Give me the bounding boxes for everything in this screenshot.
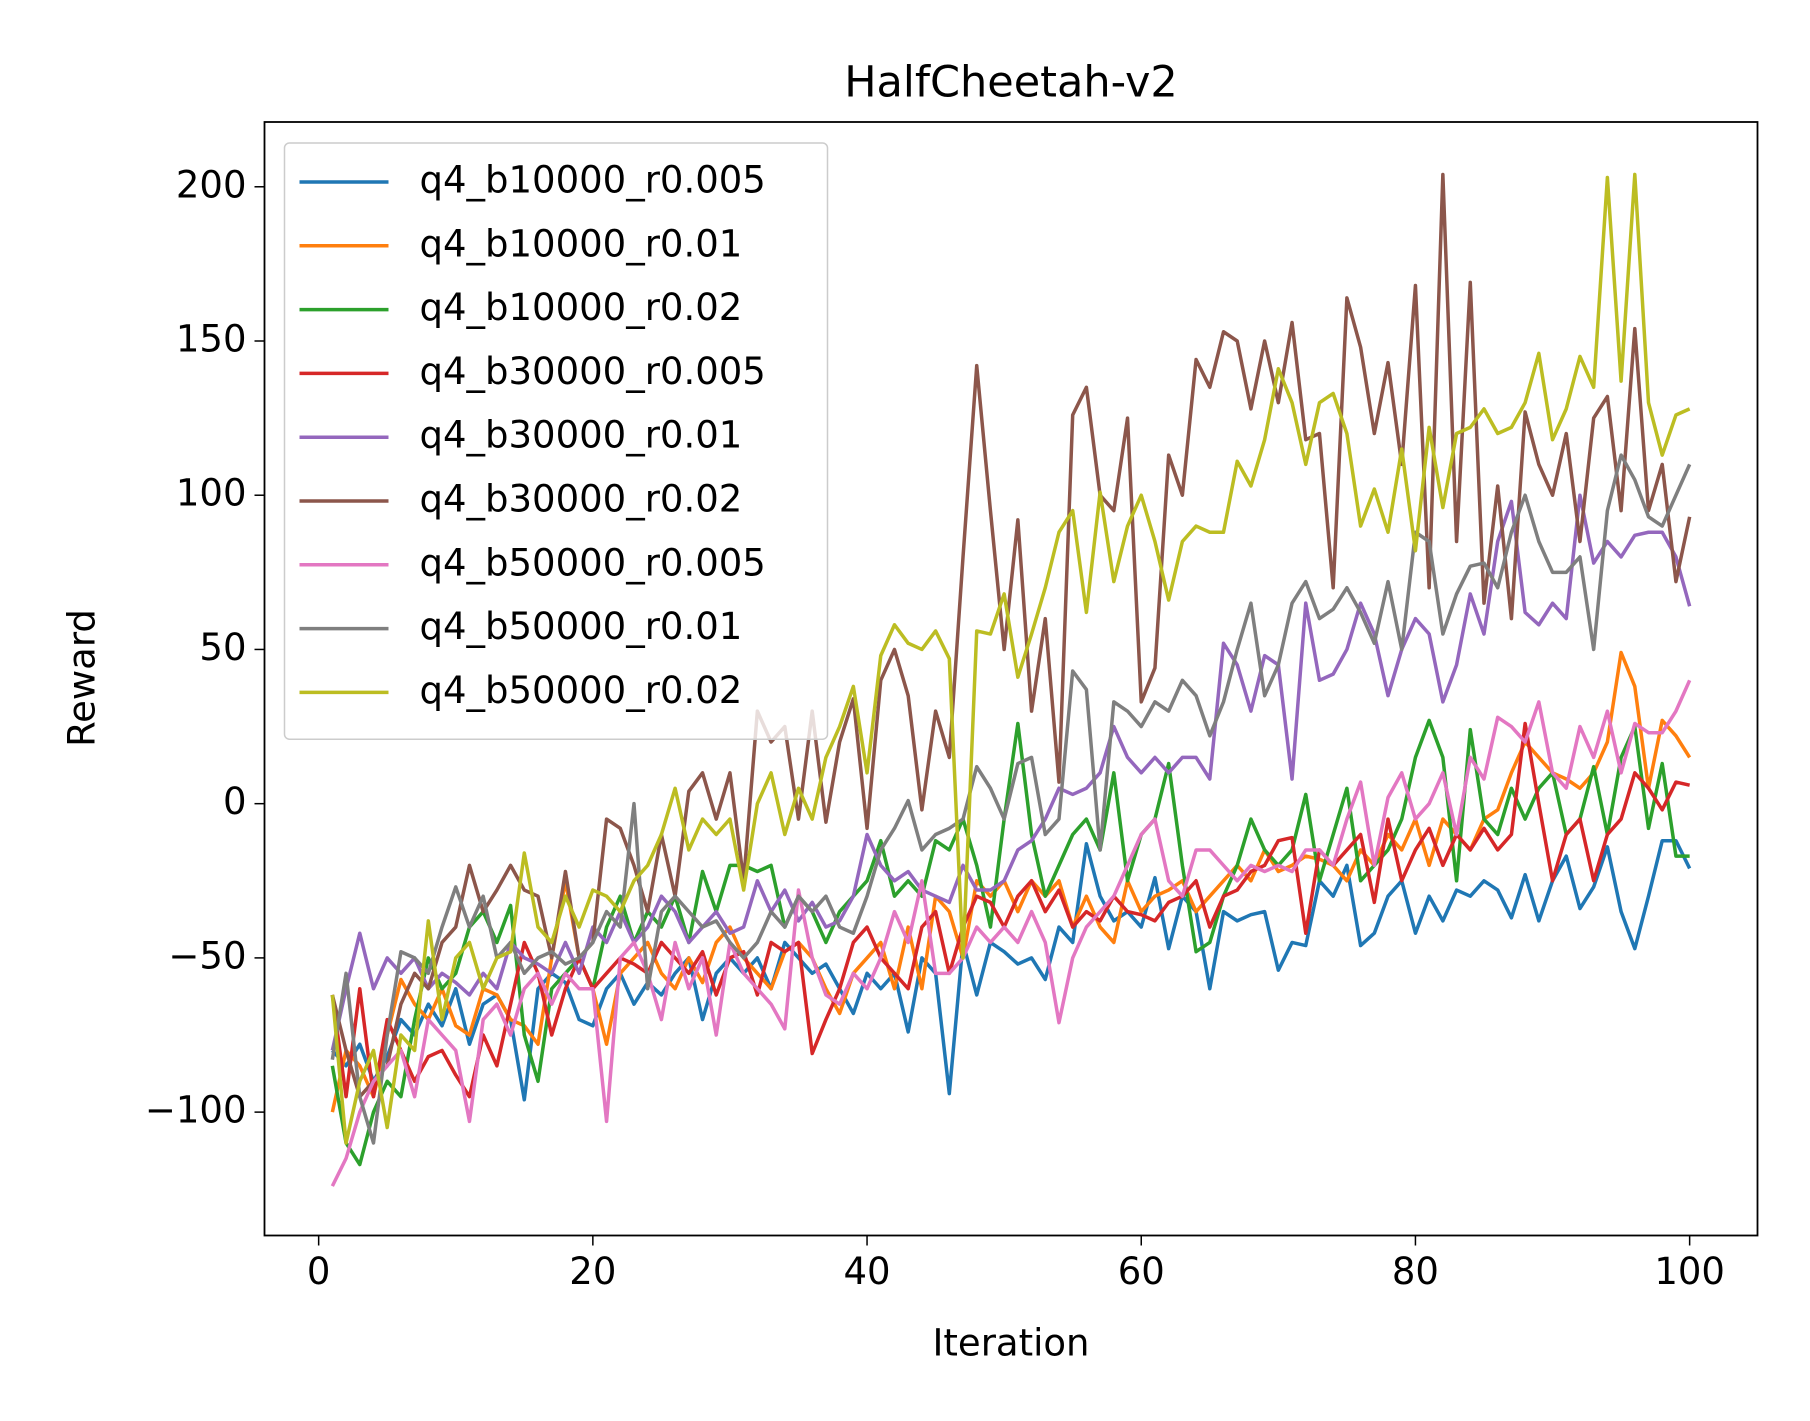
- y-tick-label: 100: [176, 472, 247, 515]
- y-axis-label: Reward: [61, 609, 104, 747]
- x-axis-label: Iteration: [933, 1322, 1090, 1365]
- series-line: [330, 721, 1691, 1099]
- series-line: [330, 679, 1692, 1187]
- legend-label: q4_b30000_r0.005: [420, 350, 766, 393]
- legend-label: q4_b50000_r0.01: [420, 605, 743, 648]
- y-tick-label: 200: [176, 163, 247, 206]
- x-tick-label: 100: [1654, 1250, 1725, 1293]
- series-line: [331, 838, 1692, 1102]
- x-tick-label: 0: [307, 1250, 331, 1293]
- legend-label: q4_b30000_r0.02: [420, 478, 743, 521]
- legend-label: q4_b50000_r0.02: [420, 669, 743, 712]
- y-tick-label: 0: [223, 780, 247, 823]
- y-tick-label: −50: [168, 934, 246, 977]
- x-tick-label: 60: [1118, 1250, 1165, 1293]
- legend-label: q4_b50000_r0.005: [420, 541, 766, 584]
- chart-title: HalfCheetah-v2: [844, 58, 1178, 108]
- y-tick-label: 150: [176, 317, 247, 360]
- x-tick-label: 40: [843, 1250, 890, 1293]
- series-line: [330, 453, 1692, 1145]
- legend-box: [283, 142, 829, 740]
- y-tick-label: 50: [199, 626, 246, 669]
- plot-frame: [263, 121, 1759, 1237]
- x-tick-label: 20: [569, 1250, 616, 1293]
- legend-label: q4_b10000_r0.01: [420, 222, 743, 265]
- legend-label: q4_b10000_r0.02: [420, 286, 743, 329]
- legend-label: q4_b10000_r0.005: [420, 159, 766, 202]
- x-tick-label: 80: [1392, 1250, 1439, 1293]
- legend-label: q4_b30000_r0.01: [420, 414, 743, 457]
- y-tick-label: −100: [145, 1089, 247, 1132]
- series-line: [330, 172, 1691, 1145]
